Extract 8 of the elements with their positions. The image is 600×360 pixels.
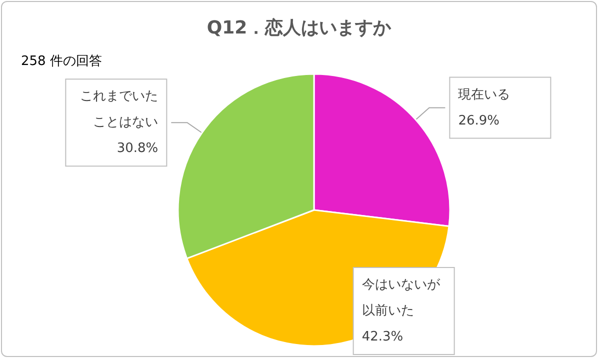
slice-label: これまでいたことはない xyxy=(80,89,158,130)
data-label: 30.8% xyxy=(116,141,158,156)
slice-label: 現在いる xyxy=(458,87,510,102)
data-label: 42.3% xyxy=(362,330,404,344)
chart-title: Q12．恋人はいますか xyxy=(206,18,392,38)
slice-label: 今はいないが以前いた xyxy=(362,278,441,318)
chart-subtitle: 258 件の回答 xyxy=(21,54,102,69)
data-label: 26.9% xyxy=(458,113,500,128)
